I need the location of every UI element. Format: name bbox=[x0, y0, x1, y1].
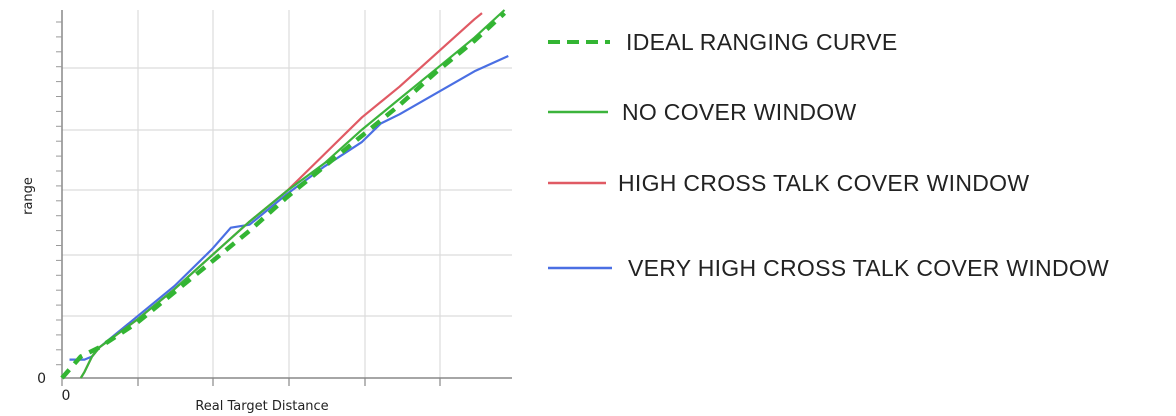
series bbox=[60, 9, 509, 380]
legend-label-1: IDEAL RANGING CURVE bbox=[626, 29, 898, 55]
ticks bbox=[56, 21, 441, 386]
legend: IDEAL RANGING CURVE NO COVER WINDOW HIGH C… bbox=[548, 29, 1109, 281]
legend-label-4: VERY HIGH CROSS TALK COVER WINDOW bbox=[628, 255, 1109, 281]
series-line-1 bbox=[60, 11, 507, 380]
legend-label-2: NO COVER WINDOW bbox=[622, 99, 857, 125]
y-tick-label: 0 bbox=[37, 371, 46, 387]
grid bbox=[62, 10, 512, 378]
y-axis-label: range bbox=[21, 177, 36, 215]
legend-label-3: HIGH CROSS TALK COVER WINDOW bbox=[618, 170, 1029, 196]
x-tick-label: 0 bbox=[62, 388, 71, 404]
axes bbox=[61, 10, 512, 379]
x-axis-label: Real Target Distance bbox=[195, 399, 328, 414]
series-line-2 bbox=[79, 9, 506, 379]
